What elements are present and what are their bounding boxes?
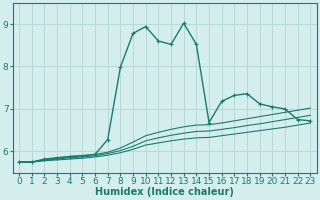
X-axis label: Humidex (Indice chaleur): Humidex (Indice chaleur) [95,187,234,197]
